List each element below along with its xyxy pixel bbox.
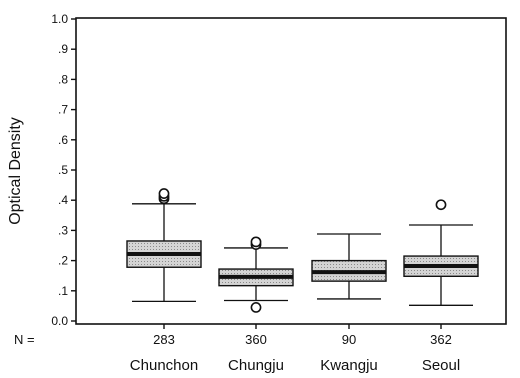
n-count-label: 362 — [430, 332, 452, 347]
y-tick-label: 1.0 — [51, 12, 68, 26]
y-tick-label: .9 — [58, 42, 68, 56]
n-count-label: 283 — [153, 332, 175, 347]
outlier-point — [250, 302, 262, 313]
y-tick-label: .4 — [58, 193, 68, 207]
y-tick-label: .8 — [58, 72, 68, 86]
x-axis-labels: N = 283 Chunchon 360 Chungju 90 Kwangju 362 Seo… — [14, 332, 460, 374]
box-group — [311, 233, 387, 329]
box-group — [403, 199, 479, 329]
y-tick-label: .3 — [58, 223, 68, 237]
category-label: Seoul — [422, 357, 460, 374]
n-prefix-label: N = — [14, 332, 35, 347]
y-tick-label: .7 — [58, 103, 68, 117]
y-axis-label: Optical Density — [7, 117, 24, 225]
box-group — [218, 236, 294, 329]
y-axis: 0.0 .1 .2 .3 .4 .5 .6 .7 .8 .9 1.0 — [51, 12, 76, 328]
n-count-label: 360 — [245, 332, 267, 347]
outlier-point — [250, 236, 262, 248]
n-count-label: 90 — [342, 332, 356, 347]
outlier-point — [435, 199, 447, 211]
y-tick-label: 0.0 — [51, 314, 68, 328]
y-tick-label: .5 — [58, 163, 68, 177]
outlier-point — [158, 188, 170, 199]
y-tick-label: .1 — [58, 284, 68, 298]
y-tick-label: .6 — [58, 133, 68, 147]
category-label: Chunchon — [130, 357, 198, 374]
box-series — [126, 188, 479, 329]
y-tick-label: .2 — [58, 254, 68, 268]
category-label: Kwangju — [320, 357, 378, 374]
box-group — [126, 188, 202, 329]
plot-frame — [75, 17, 507, 325]
category-label: Chungju — [228, 357, 284, 374]
